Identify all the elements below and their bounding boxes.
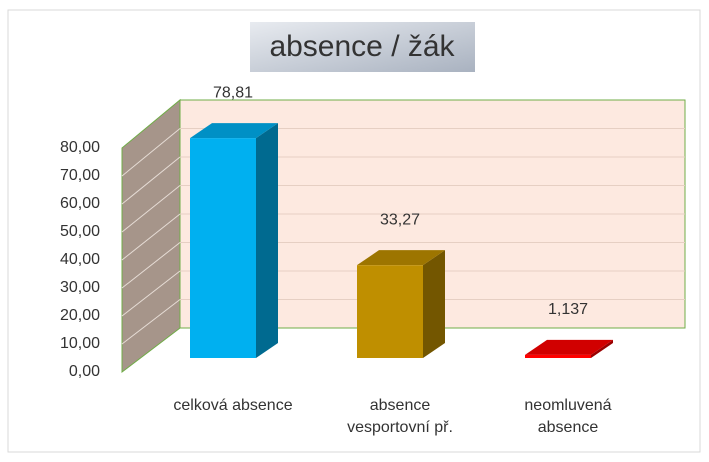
chart-title: absence / žák bbox=[269, 30, 455, 63]
y-tick-label: 60,00 bbox=[60, 195, 100, 212]
y-tick-label: 20,00 bbox=[60, 307, 100, 324]
bar-side bbox=[423, 250, 445, 358]
bar-side bbox=[256, 123, 278, 358]
y-tick-label: 40,00 bbox=[60, 251, 100, 268]
bar-top bbox=[357, 250, 445, 266]
title-box bbox=[250, 22, 475, 72]
grid-line bbox=[121, 242, 181, 289]
y-tick-label: 50,00 bbox=[60, 223, 100, 240]
grid-line bbox=[121, 185, 181, 233]
y-tick-label: 10,00 bbox=[60, 335, 100, 352]
bar bbox=[190, 138, 256, 358]
x-tick-label: neomluvená absence bbox=[524, 397, 611, 436]
value-label: 78,81 bbox=[213, 84, 253, 101]
bar bbox=[525, 354, 591, 358]
bar bbox=[357, 265, 423, 358]
y-tick-label: 70,00 bbox=[60, 167, 100, 184]
grid-line bbox=[121, 299, 181, 345]
bar-top bbox=[525, 339, 613, 355]
x-tick-label: absence vesportovní př. bbox=[347, 397, 453, 436]
grid-line bbox=[121, 156, 181, 205]
grid-line bbox=[121, 213, 181, 261]
grid-line bbox=[121, 128, 181, 177]
y-tick-label: 0,00 bbox=[69, 363, 100, 380]
grid-line bbox=[121, 270, 181, 317]
value-label: 33,27 bbox=[380, 211, 420, 228]
bar-side bbox=[591, 339, 613, 358]
y-tick-label: 80,00 bbox=[60, 139, 100, 156]
side-wall bbox=[121, 98, 181, 374]
y-tick-label: 30,00 bbox=[60, 279, 100, 296]
bar-top bbox=[190, 123, 278, 139]
x-tick-label: celková absence bbox=[173, 397, 292, 414]
value-label: 1,137 bbox=[548, 301, 588, 318]
